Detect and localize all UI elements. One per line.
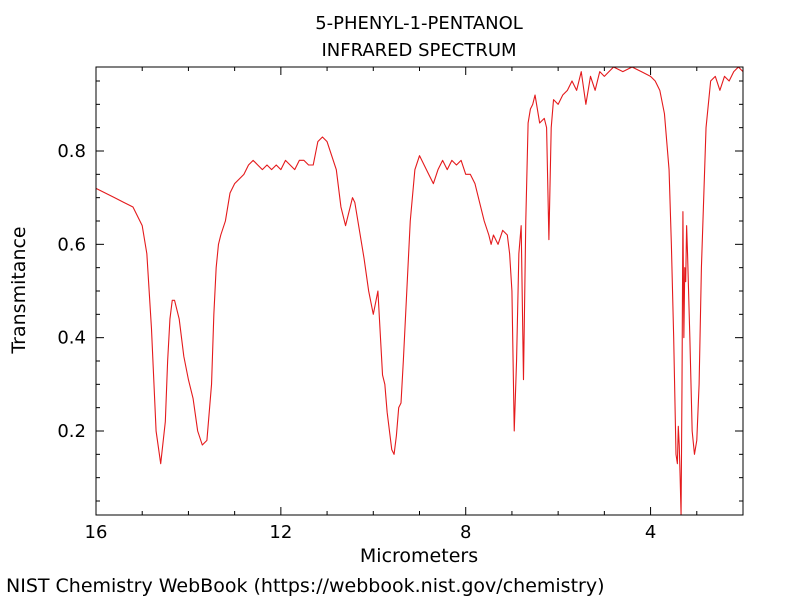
source-credit: NIST Chemistry WebBook (https://webbook.… (6, 575, 605, 597)
chart-title: 5-PHENYL-1-PENTANOL (315, 13, 523, 34)
y-tick-label-0.2: 0.2 (57, 421, 86, 442)
x-axis-label: Micrometers (360, 545, 478, 567)
y-tick-label-0.8: 0.8 (57, 141, 86, 162)
y-tick-label-0.6: 0.6 (57, 234, 86, 255)
chart-subtitle: INFRARED SPECTRUM (321, 40, 516, 61)
x-tick-label-4: 4 (645, 522, 656, 543)
y-tick-label-0.4: 0.4 (57, 328, 86, 349)
x-tick-label-16: 16 (85, 522, 108, 543)
plot-frame (95, 66, 744, 516)
spectrum-series-line-0 (95, 66, 744, 516)
x-tick-label-12: 12 (269, 522, 292, 543)
x-tick-label-8: 8 (460, 522, 471, 543)
y-axis-label: Transmitance (8, 226, 30, 354)
